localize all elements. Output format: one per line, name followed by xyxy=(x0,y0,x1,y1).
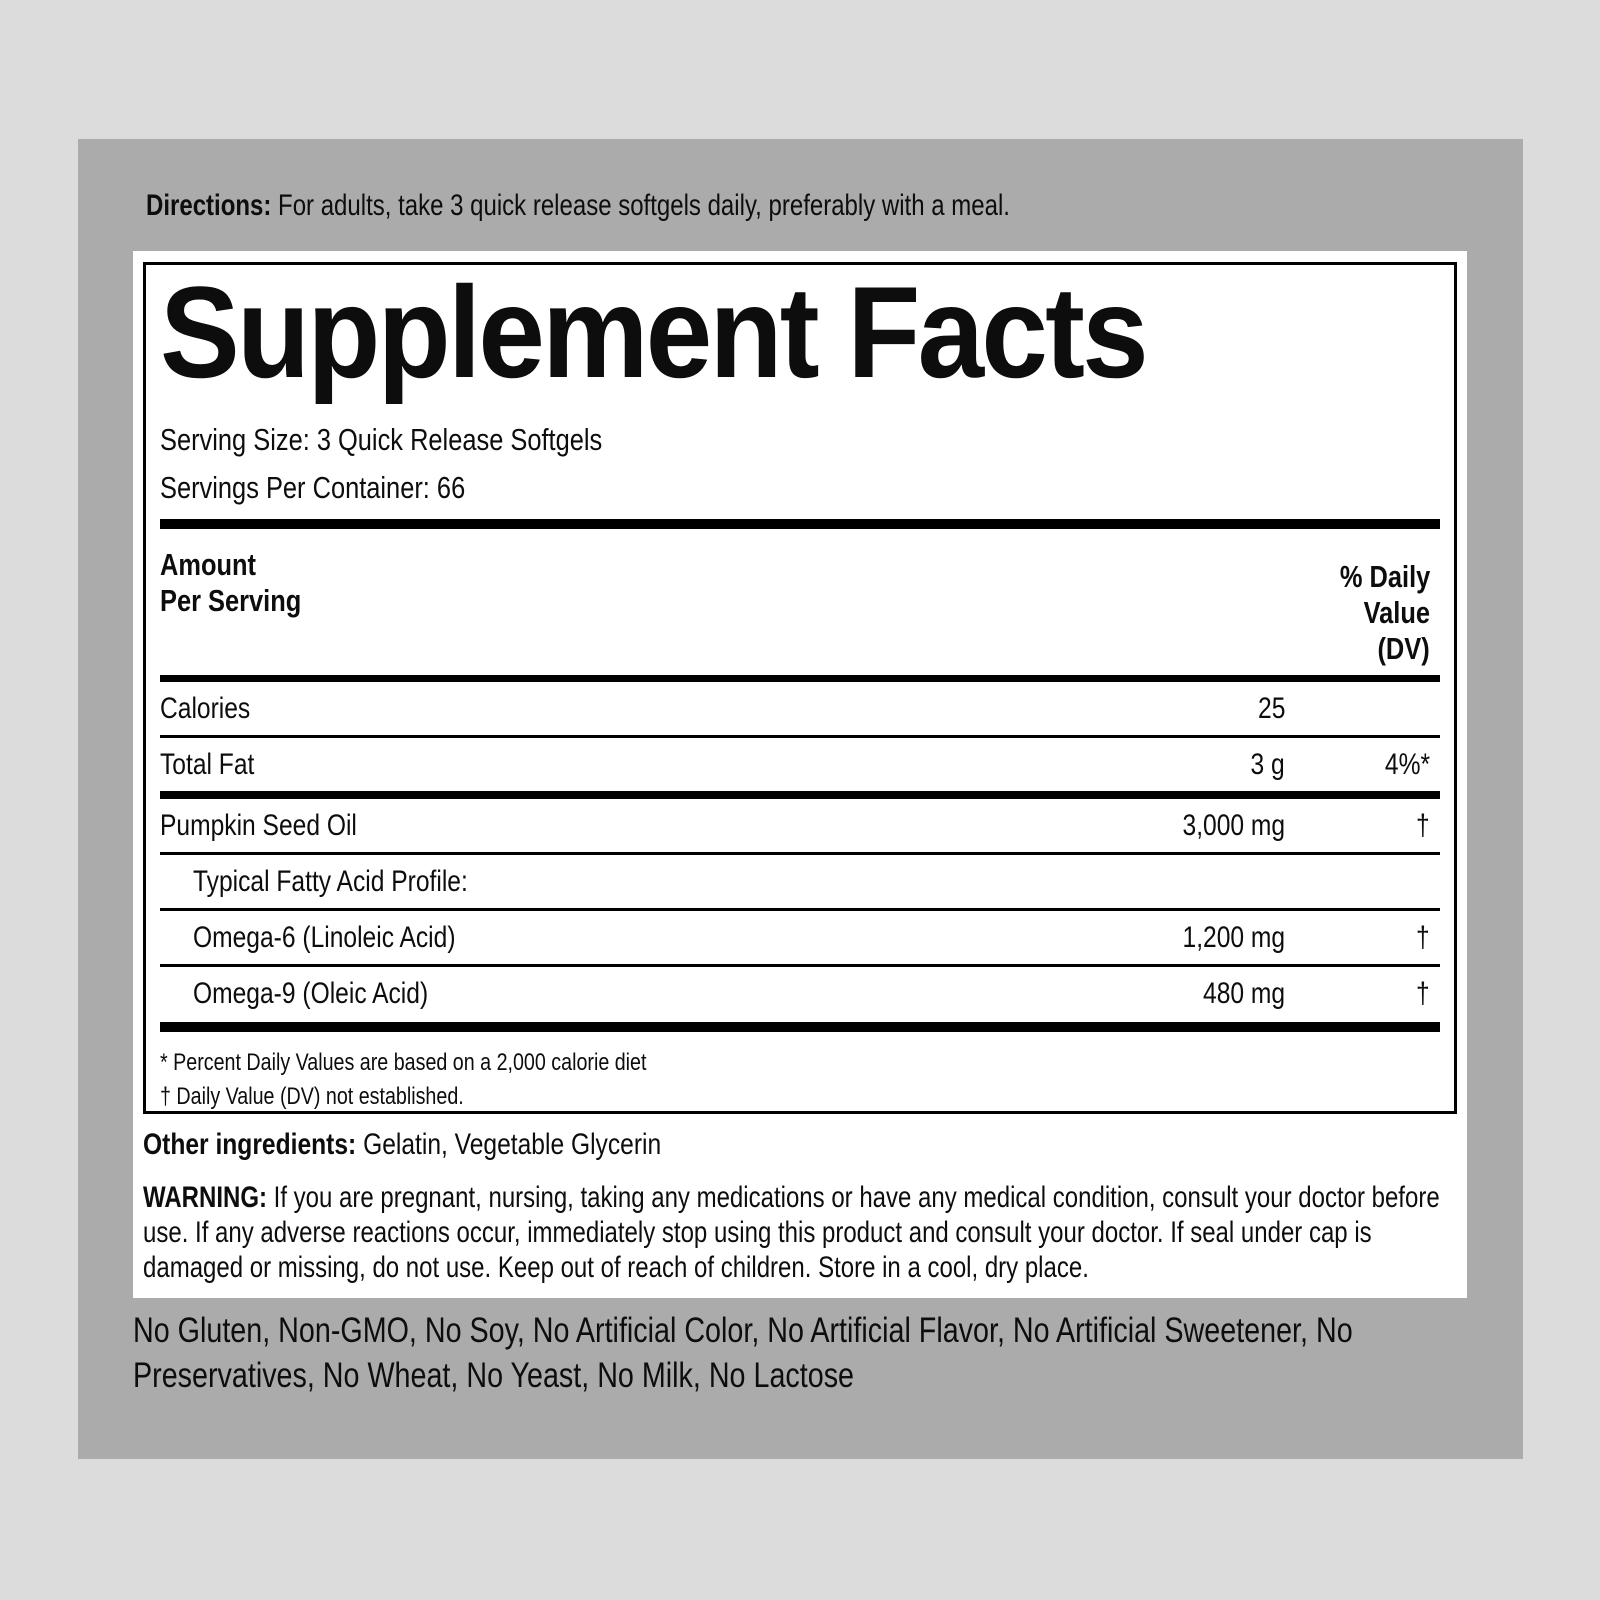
nutrient-dv-cell xyxy=(1285,866,1440,897)
nutrient-dv-cell: † xyxy=(1416,809,1430,842)
claims-line-1: No Gluten, Non-GMO, No Soy, No Artificia… xyxy=(133,1311,1353,1350)
directions-text: For adults, take 3 quick release softgel… xyxy=(278,189,1010,222)
directions-label: Directions: xyxy=(146,189,272,222)
nutrient-amount-cell: 480 mg xyxy=(1202,977,1285,1010)
nutrient-amount-cell: 1,200 mg xyxy=(1182,921,1285,954)
claims-line-2: Preservatives, No Wheat, No Yeast, No Mi… xyxy=(133,1356,855,1395)
claims-paragraph: No Gluten, Non-GMO, No Soy, No Artificia… xyxy=(133,1308,1425,1398)
nutrient-name-cell: Calories xyxy=(160,692,251,725)
other-ingredients-line: Other ingredients: Gelatin, Vegetable Gl… xyxy=(143,1127,1457,1163)
footnote-daily-values: * Percent Daily Values are based on a 2,… xyxy=(160,1049,647,1076)
table-header: Amount Per Serving % Daily Value (DV) xyxy=(160,547,1440,667)
table-row: Typical Fatty Acid Profile: xyxy=(160,855,1440,911)
warning-paragraph: WARNING: If you are pregnant, nursing, t… xyxy=(143,1180,1457,1285)
divider-thick-bottom xyxy=(160,1022,1440,1032)
warning-line-3: damaged or missing, do not use. Keep out… xyxy=(143,1251,1089,1284)
table-row: Omega-6 (Linoleic Acid) 1,200 mg † xyxy=(160,911,1440,967)
warning-label: WARNING: xyxy=(143,1181,267,1214)
supplement-facts-box: Supplement Facts Serving Size: 3 Quick R… xyxy=(143,262,1457,1114)
nutrient-name-cell: Omega-9 (Oleic Acid) xyxy=(193,977,429,1010)
nutrient-amount-cell: 25 xyxy=(1257,692,1285,725)
supplement-facts-title: Supplement Facts xyxy=(160,262,1149,405)
servings-per-container: Servings Per Container: 66 xyxy=(160,470,466,505)
divider-below-header xyxy=(160,675,1440,682)
directions-line: Directions: For adults, take 3 quick rel… xyxy=(146,188,1226,224)
below-facts-text: Other ingredients: Gelatin, Vegetable Gl… xyxy=(143,1127,1457,1285)
supplement-facts-panel: Supplement Facts Serving Size: 3 Quick R… xyxy=(133,251,1467,1298)
other-ingredients-text: Gelatin, Vegetable Glycerin xyxy=(363,1128,662,1161)
nutrient-rows: Calories 25 Total Fat 3 g 4%* Pumpkin Se… xyxy=(160,682,1440,1022)
amount-per-serving-header: Amount Per Serving xyxy=(160,547,302,618)
divider-thick-top xyxy=(160,519,1440,529)
nutrient-dv-cell: † xyxy=(1416,977,1430,1010)
nutrient-name-cell: Pumpkin Seed Oil xyxy=(160,809,357,842)
table-row: Omega-9 (Oleic Acid) 480 mg † xyxy=(160,967,1440,1022)
footnotes: * Percent Daily Values are based on a 2,… xyxy=(160,1046,1440,1111)
warning-line-1: If you are pregnant, nursing, taking any… xyxy=(273,1181,1440,1214)
footnote-dv-not-established: † Daily Value (DV) not established. xyxy=(160,1083,464,1110)
nutrient-amount-cell: 3,000 mg xyxy=(1182,809,1285,842)
nutrient-dv-cell: 4%* xyxy=(1384,748,1430,781)
nutrient-amount-cell xyxy=(1025,866,1285,897)
nutrient-name-cell: Total Fat xyxy=(160,748,255,781)
table-row: Total Fat 3 g 4%* xyxy=(160,738,1440,799)
nutrient-amount-cell: 3 g xyxy=(1250,748,1285,781)
label-gray-panel: Directions: For adults, take 3 quick rel… xyxy=(78,139,1523,1459)
nutrient-name-cell: Omega-6 (Linoleic Acid) xyxy=(193,921,456,954)
nutrient-dv-cell xyxy=(1285,693,1440,724)
nutrient-dv-cell: † xyxy=(1416,921,1430,954)
table-row: Pumpkin Seed Oil 3,000 mg † xyxy=(160,799,1440,855)
warning-line-2: use. If any adverse reactions occur, imm… xyxy=(143,1216,1372,1249)
table-row: Calories 25 xyxy=(160,682,1440,738)
daily-value-header: % Daily Value (DV) xyxy=(1339,559,1430,666)
serving-size: Serving Size: 3 Quick Release Softgels xyxy=(160,422,603,457)
other-ingredients-label: Other ingredients: xyxy=(143,1128,357,1161)
nutrient-name-cell: Typical Fatty Acid Profile: xyxy=(193,865,468,898)
